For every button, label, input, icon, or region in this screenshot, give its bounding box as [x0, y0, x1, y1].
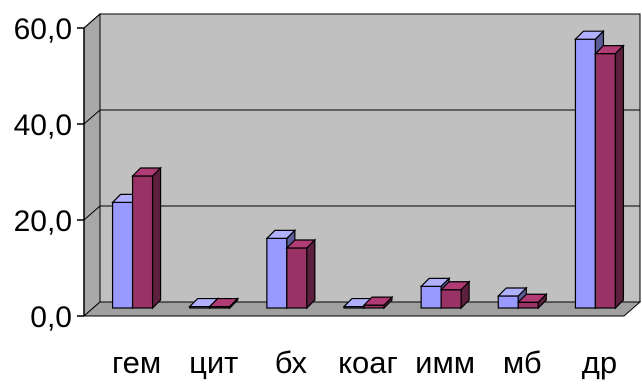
- gridline: [83, 13, 640, 29]
- bar-front: [497, 295, 519, 309]
- gridlines: [83, 13, 640, 221]
- y-tick-label: 60,0: [14, 13, 72, 46]
- bar-side: [151, 166, 162, 310]
- bar-front: [266, 237, 288, 309]
- y-tick-label: 40,0: [14, 109, 72, 142]
- bar-side: [614, 44, 625, 310]
- bar: [285, 238, 317, 310]
- bar-front: [574, 38, 597, 309]
- category-label: мб: [503, 345, 542, 380]
- category-label: гем: [112, 345, 161, 380]
- category-label: цит: [189, 345, 238, 380]
- category-label: бх: [275, 345, 308, 380]
- y-tick-label: 0,0: [30, 301, 72, 334]
- bar: [593, 44, 625, 310]
- bar: [516, 292, 548, 310]
- bar-front: [420, 285, 442, 309]
- category-label: имм: [415, 345, 475, 380]
- bar-side: [306, 238, 316, 310]
- value-axis: [77, 27, 85, 317]
- category-labels: гем цит бх коаг имм мб др: [112, 345, 617, 380]
- bar-side: [460, 280, 470, 310]
- bar-front: [111, 201, 134, 309]
- bars: [111, 29, 625, 310]
- bar-front: [440, 289, 462, 309]
- bar: [419, 276, 451, 310]
- bar-side: [383, 295, 393, 310]
- bar: [131, 166, 163, 310]
- gridline: [83, 205, 640, 221]
- chart-back-wall: [82, 12, 642, 318]
- bar-front: [131, 175, 154, 309]
- bar: [208, 297, 240, 310]
- bar: [439, 280, 471, 310]
- bar: [362, 295, 394, 310]
- category-label: коаг: [338, 345, 398, 380]
- y-tick-labels: 0,0 20,0 40,0 60,0: [14, 13, 72, 334]
- y-tick-label: 20,0: [14, 205, 72, 238]
- side-wall: [83, 12, 101, 318]
- gridline: [83, 109, 640, 125]
- bar-side: [229, 297, 239, 310]
- bar-front: [517, 301, 539, 309]
- bar-front: [286, 247, 308, 309]
- bar-front: [594, 52, 617, 309]
- bar-side: [537, 292, 547, 310]
- back-wall: [99, 13, 641, 303]
- category-label: др: [582, 345, 617, 380]
